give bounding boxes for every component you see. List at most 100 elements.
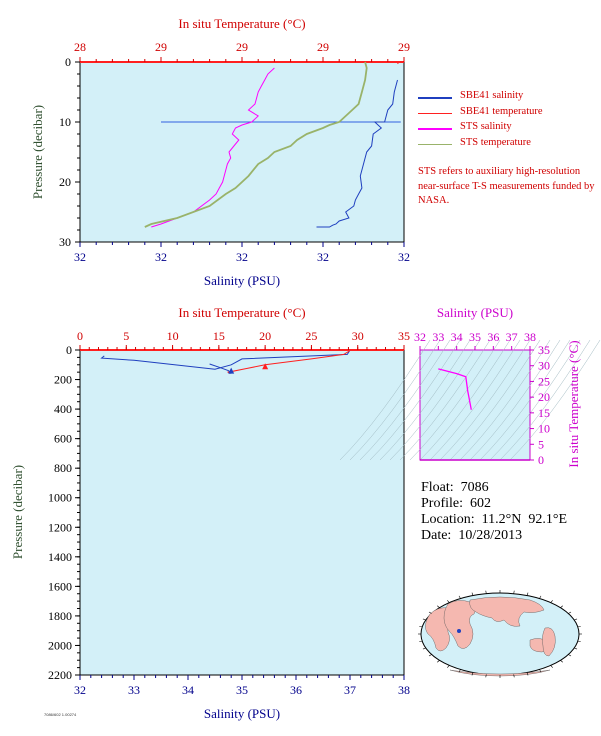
ts-contour [459, 339, 551, 461]
map-frame-tick [428, 654, 432, 657]
map-frame-tick [447, 600, 450, 603]
legend-item-sbe-temperature: SBE41 temperature [418, 106, 543, 122]
ts-x-tick-label: 33 [432, 330, 444, 344]
info-float: Float: 7086 [421, 480, 489, 495]
full-depth-top-tick-label: 15 [213, 329, 225, 343]
legend-item-sts-salinity: STS salinity [418, 121, 543, 137]
ts-y-tick-label: 15 [538, 406, 550, 420]
full-depth-top-axis-label: In situ Temperature (°C) [178, 305, 305, 320]
map-frame-tick [513, 590, 515, 594]
full-depth-bottom-tick-label: 35 [236, 683, 248, 697]
full-depth-plot-area [79, 349, 405, 676]
full-depth-y-tick-label: 200 [54, 373, 72, 387]
map-frame-tick [422, 618, 426, 621]
ts-x-tick-label: 38 [524, 330, 536, 344]
ts-x-tick-label: 35 [469, 330, 481, 344]
near-surface-series [144, 61, 401, 228]
full-depth-bottom-tick-label: 33 [128, 683, 140, 697]
full-depth-top-tick-label: 20 [259, 329, 271, 343]
full-depth-y-tick-label: 1800 [48, 609, 72, 623]
ts-x-axis-label: Salinity (PSU) [437, 305, 513, 320]
map-frame-tick [550, 600, 553, 603]
ts-contour [349, 339, 441, 461]
map-frame-tick [471, 592, 474, 596]
legend-label: STS salinity [460, 121, 512, 132]
full-depth-y-tick-label: 600 [54, 432, 72, 446]
full-depth-bottom-tick-label: 38 [398, 683, 410, 697]
map-frame-tick [568, 611, 572, 614]
ts-contour [409, 339, 501, 461]
near-surface-series-sbe41-temperature [397, 61, 400, 65]
ts-contour [419, 339, 511, 461]
ts-y-tick-label: 35 [538, 343, 550, 357]
full-depth-y-axis-label: Pressure (decibar) [10, 465, 25, 559]
ts-x-tick-label: 32 [414, 330, 426, 344]
ts-y-tick-label: 20 [538, 390, 550, 404]
near-surface-top-axis-label: In situ Temperature (°C) [178, 16, 305, 31]
ts-y-tick-label: 10 [538, 422, 550, 436]
map-frame-tick [560, 660, 564, 663]
map-frame-tick [560, 605, 564, 608]
near-surface-bottom-axis-label: Salinity (PSU) [204, 273, 280, 288]
ts-contour [359, 339, 451, 461]
near-surface-series-sbe41-salinity [316, 79, 398, 228]
legend-item-sts-temperature: STS temperature [418, 137, 543, 153]
ts-y-tick-label: 25 [538, 374, 550, 388]
map-frame-tick [485, 674, 487, 678]
map-frame-tick [436, 605, 440, 608]
full-depth-y-tick-label: 1400 [48, 550, 72, 564]
map-land [425, 596, 556, 677]
ts-y-tick-label: 0 [538, 453, 544, 467]
info-location: Location: 11.2°N 92.1°E [421, 512, 567, 527]
ts-contour [499, 339, 591, 461]
near-surface-top-tick-label: 29 [236, 40, 248, 54]
ts-contour [429, 339, 521, 461]
file-stamp: 7086/602 1.00274 [44, 712, 77, 717]
near-surface-y-tick-label: 0 [65, 55, 71, 69]
ts-contour [439, 339, 531, 461]
ts-contour [339, 339, 431, 461]
ts-x-tick-label: 37 [506, 330, 518, 344]
map-frame-tick [428, 611, 432, 614]
near-surface-bottom-tick-label: 32 [74, 250, 86, 264]
ts-contour [399, 339, 491, 461]
full-depth-bottom-tick-label: 36 [290, 683, 302, 697]
near-surface-bottom-tick-label: 32 [155, 250, 167, 264]
full-depth-plot: 0 5 10 15 20 25 30 35 32 33 34 35 36 37 38 0 200 400 600 80… [10, 305, 410, 721]
full-depth-y-tick-label: 2200 [48, 668, 72, 682]
map-land-asia [469, 596, 545, 627]
map-land-south-america [542, 627, 556, 657]
map-frame-tick [526, 592, 529, 596]
near-surface-series-sts-temperature [144, 61, 368, 228]
full-depth-top-tick-label: 0 [77, 329, 83, 343]
full-depth-y-tick-label: 2000 [48, 638, 72, 652]
ts-y-tick-label: 5 [538, 437, 544, 451]
full-depth-series-sbe41-salinity [100, 349, 351, 370]
ts-y-axis-label: In situ Temperature (°C) [566, 340, 581, 467]
map-frame-tick [447, 665, 450, 668]
near-surface-bottom-tick-label: 32 [317, 250, 329, 264]
map-land-antarctica [449, 669, 551, 677]
full-depth-y-tick-label: 1000 [48, 491, 72, 505]
map-frame-tick [577, 626, 581, 628]
near-surface-y-tick-label: 30 [59, 235, 71, 249]
full-depth-salinity-marker [228, 367, 235, 374]
map-frame-tick [458, 669, 461, 673]
near-surface-top-tick-label: 28 [74, 40, 86, 54]
ts-density-contours [339, 339, 601, 461]
full-depth-top-tick-label: 35 [398, 329, 410, 343]
full-depth-top-tick-label: 30 [352, 329, 364, 343]
full-depth-bottom-tick-label: 37 [344, 683, 356, 697]
legend-label: SBE41 salinity [460, 90, 524, 101]
full-depth-axes: 0 5 10 15 20 25 30 35 32 33 34 35 36 37 38 0 200 400 600 80… [48, 329, 410, 697]
map-frame-tick [574, 618, 578, 621]
ts-contour [479, 339, 571, 461]
map-frame-tick [539, 669, 542, 673]
full-depth-bottom-axis-label: Salinity (PSU) [204, 706, 280, 721]
map-frame-tick [513, 674, 515, 678]
full-depth-bottom-tick-label: 34 [182, 683, 194, 697]
ts-series-line [438, 368, 472, 410]
legend-label: STS temperature [460, 136, 531, 148]
